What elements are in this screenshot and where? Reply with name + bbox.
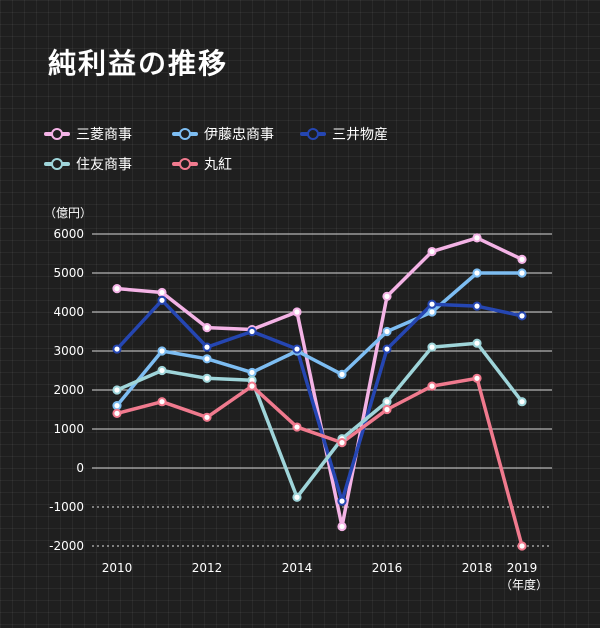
legend-item-mitsui: 三井物産 — [300, 124, 388, 144]
data-point — [157, 397, 167, 407]
data-point — [112, 401, 122, 411]
y-tick-label: 0 — [76, 461, 84, 475]
data-point — [517, 311, 527, 321]
legend-label: 三菱商事 — [76, 127, 132, 143]
data-point — [427, 307, 437, 317]
data-point — [427, 381, 437, 391]
legend-label: 伊藤忠商事 — [204, 127, 274, 143]
data-point — [247, 326, 257, 337]
x-tick-label: 2012 — [192, 561, 223, 575]
data-point — [472, 373, 482, 383]
data-point — [472, 301, 482, 311]
data-point — [517, 254, 527, 264]
x-tick-label: 2018 — [462, 561, 493, 575]
data-point — [382, 326, 392, 337]
legend-marker-icon — [172, 127, 198, 141]
data-point — [427, 342, 437, 352]
y-tick-label: 2000 — [53, 383, 84, 397]
data-point — [157, 287, 167, 298]
y-tick-label: -2000 — [49, 539, 84, 553]
data-point — [157, 295, 167, 305]
data-point — [382, 397, 392, 407]
data-point — [202, 412, 212, 422]
chart-title: 純利益の推移 — [48, 47, 229, 80]
data-point — [337, 496, 347, 506]
series-line — [115, 271, 524, 408]
series-line — [115, 298, 524, 503]
data-point — [202, 323, 212, 333]
legend-marker-icon — [44, 157, 70, 171]
data-point — [472, 233, 482, 243]
data-point — [292, 422, 302, 432]
data-point — [247, 381, 257, 391]
legend-item-mitsubishi: 三菱商事 — [44, 124, 132, 144]
data-point — [517, 541, 527, 551]
series-line — [115, 376, 524, 548]
data-point — [292, 344, 302, 354]
data-point — [112, 284, 122, 294]
data-point — [292, 492, 302, 502]
data-point — [247, 367, 257, 378]
x-tick-label: 2010 — [102, 561, 133, 575]
data-point — [382, 404, 392, 415]
data-point — [157, 346, 167, 356]
data-point — [427, 246, 437, 257]
y-axis-unit-label: （億円） — [44, 206, 93, 220]
legend-marker-icon — [300, 127, 326, 141]
data-point — [202, 342, 212, 352]
data-point — [472, 338, 482, 348]
legend-label: 住友商事 — [76, 157, 132, 173]
legend-marker-icon — [44, 127, 70, 141]
x-axis-unit-label: （年度） — [500, 578, 549, 592]
y-tick-label: 3000 — [53, 344, 84, 358]
y-tick-label: 6000 — [53, 227, 84, 241]
data-point — [112, 344, 122, 354]
legend-label: 丸紅 — [204, 157, 232, 173]
data-point — [202, 373, 212, 383]
data-point — [202, 354, 212, 364]
x-tick-label: 2016 — [372, 561, 403, 575]
data-point — [382, 344, 392, 354]
data-point — [112, 408, 122, 418]
x-tick-label: 2019 — [507, 561, 538, 575]
y-tick-label: 4000 — [53, 305, 84, 319]
data-point — [157, 365, 167, 376]
data-point — [427, 299, 437, 309]
data-point — [292, 307, 302, 317]
legend-item-itochu: 伊藤忠商事 — [172, 124, 274, 144]
data-point — [517, 268, 527, 278]
series-line — [115, 341, 524, 499]
y-tick-label: 1000 — [53, 422, 84, 436]
data-point — [382, 291, 392, 301]
legend-label: 三井物産 — [332, 127, 388, 143]
x-tick-label: 2014 — [282, 561, 313, 575]
y-tick-label: 5000 — [53, 266, 84, 280]
data-point — [472, 268, 482, 278]
data-point — [337, 369, 347, 379]
legend-item-sumitomo: 住友商事 — [44, 154, 132, 174]
data-point — [337, 438, 347, 448]
data-point — [112, 385, 122, 395]
data-point — [517, 397, 527, 407]
legend-item-marubeni: 丸紅 — [172, 154, 232, 174]
data-point — [337, 521, 347, 532]
legend-marker-icon — [172, 157, 198, 171]
y-tick-label: -1000 — [49, 500, 84, 514]
